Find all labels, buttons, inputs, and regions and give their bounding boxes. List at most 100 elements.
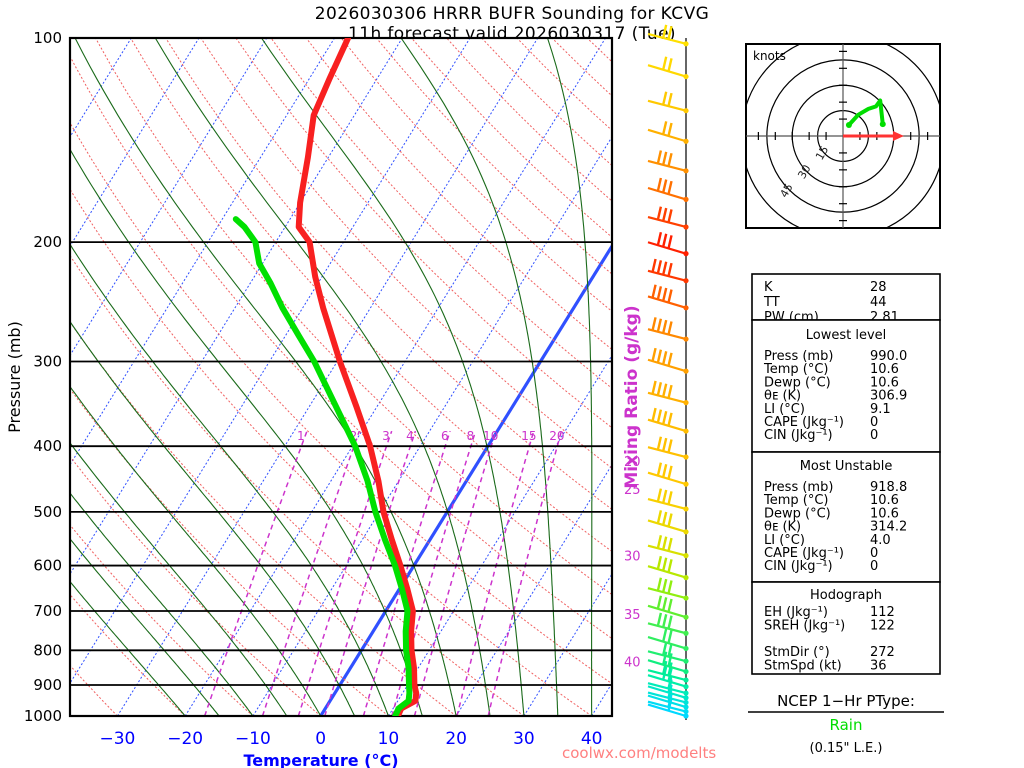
stat-row: CIN (Jkg⁻¹) 0 — [764, 559, 878, 574]
stat-label: Temp (°C) — [763, 493, 829, 508]
wind-barb-full-flag — [662, 557, 668, 572]
wind-barb-full-flag — [656, 349, 663, 363]
stat-row: θᴇ (K) 306.9 — [764, 389, 907, 404]
isotherm-line — [70, 38, 403, 575]
wind-barb-shaft — [647, 216, 687, 229]
storm-motion-arrowhead — [892, 131, 904, 141]
wind-barb-shaft — [647, 99, 687, 112]
wind-barb-full-flag — [662, 121, 668, 135]
moist-adiabat-line — [261, 38, 525, 716]
wind-barb — [647, 641, 689, 664]
stat-row: SREH (Jkg⁻¹) 122 — [764, 618, 895, 633]
stat-row: CAPE (Jkg⁻¹) 0 — [764, 546, 878, 561]
wind-barb-shaft — [647, 241, 687, 255]
stat-label: θᴇ (K) — [764, 520, 801, 535]
stat-label: θᴇ (K) — [764, 389, 801, 404]
mixing-ratio-lines — [203, 430, 563, 716]
dry-adiabat-line — [200, 38, 612, 469]
wind-barb-full-flag — [662, 383, 668, 397]
moist-adiabat-line — [400, 38, 559, 716]
stat-section-title: Hodograph — [810, 588, 882, 603]
dry-adiabat-lines — [70, 38, 612, 716]
stat-label: Press (mb) — [764, 349, 833, 364]
pressure-tick-label: 300 — [33, 352, 62, 370]
wind-barb-full-flag — [667, 643, 673, 657]
height-axis: 20 25 30 35 40 — [624, 455, 641, 670]
isotherm-line — [455, 463, 612, 716]
wind-barbs — [647, 24, 689, 719]
stat-label: CIN (Jkg⁻¹) — [764, 428, 833, 443]
wind-barb-shaft — [647, 682, 687, 695]
height-tick-label: 20 — [624, 455, 641, 470]
wind-barb-full-flag — [662, 597, 668, 611]
wind-barb — [647, 577, 689, 601]
stat-row: Dewp (°C) 10.6 — [764, 375, 899, 390]
mixing-ratio-tick-label: 10 — [483, 429, 498, 443]
wind-barb-full-flag — [667, 209, 673, 223]
wind-barb — [647, 612, 689, 636]
mixing-ratio-tick-label: 1 — [297, 429, 305, 443]
stat-row: CIN (Jkg⁻¹) 0 — [764, 428, 878, 443]
moist-adiabat-lines — [70, 38, 593, 716]
wind-barb-shaft — [647, 659, 687, 673]
wind-barb-full-flag — [667, 439, 673, 453]
wind-barb-full-flag — [662, 614, 668, 628]
stat-value: 0 — [870, 546, 878, 561]
dry-adiabat-line — [70, 254, 525, 716]
wind-barb-shaft — [647, 691, 687, 704]
wind-barb-full-flag — [667, 262, 673, 277]
dry-adiabat-line — [95, 38, 612, 596]
wind-barb — [647, 380, 689, 406]
wind-barb-full-flag — [656, 612, 663, 627]
ptype-amount: (0.15" L.E.) — [810, 741, 883, 756]
mixing-ratio-tick-label: 20 — [549, 429, 564, 443]
wind-barb — [647, 284, 689, 311]
dry-adiabat-line — [70, 121, 612, 685]
wind-barb-full-flag — [662, 666, 668, 681]
wind-barb-full-flag — [656, 318, 663, 333]
dry-adiabat-line — [70, 455, 322, 716]
dry-adiabat-line — [70, 55, 612, 640]
pressure-tick-label: 800 — [33, 641, 62, 659]
stat-value: 0 — [870, 428, 878, 443]
temperature-tick-label: −10 — [235, 729, 271, 749]
wind-barb — [647, 258, 689, 284]
wind-barb-full-flag — [662, 437, 668, 452]
stat-title-hodograph: Hodograph — [810, 588, 882, 603]
wind-barb-full-flag — [667, 629, 673, 644]
wind-barb-shaft — [647, 418, 687, 433]
wind-barb-shaft — [647, 295, 687, 309]
temperature-trace — [295, 38, 420, 716]
temperature-tick-label: −30 — [99, 729, 135, 749]
hodograph-endpoint — [845, 122, 852, 128]
stat-value: 4.0 — [870, 533, 891, 548]
wind-barb — [647, 91, 689, 114]
wind-barb-shaft — [647, 587, 687, 600]
wind-barb-full-flag — [667, 26, 673, 40]
wind-barb-full-flag — [662, 91, 668, 106]
wind-barb-full-flag — [662, 233, 668, 248]
wind-barb-full-flag — [662, 628, 668, 642]
wind-barb-full-flag — [656, 488, 663, 502]
moist-adiabat-line — [70, 320, 356, 716]
wind-barb-full-flag — [651, 317, 657, 331]
wind-barb-full-flag — [656, 260, 663, 274]
wind-barb — [647, 317, 689, 342]
mixing-ratio-line — [203, 430, 308, 716]
stat-value: 314.2 — [870, 520, 907, 535]
wind-barb-full-flag — [667, 513, 673, 527]
wind-barb-full-flag — [656, 150, 663, 164]
wind-barb-full-flag — [656, 286, 663, 300]
isotherm-line — [388, 354, 612, 716]
wind-barb-full-flag — [662, 207, 668, 222]
wind-barb — [647, 231, 689, 257]
stat-label: CAPE (Jkg⁻¹) — [764, 546, 844, 561]
wind-barb-shaft — [647, 519, 687, 533]
stat-title-lowest: Lowest level — [806, 328, 887, 343]
temperature-tick-label: 20 — [445, 729, 467, 749]
wind-barb-shaft — [647, 650, 687, 663]
stat-row: TT 44 — [763, 295, 887, 310]
wind-barb-full-flag — [667, 412, 673, 427]
wind-barb-shaft — [647, 622, 687, 635]
